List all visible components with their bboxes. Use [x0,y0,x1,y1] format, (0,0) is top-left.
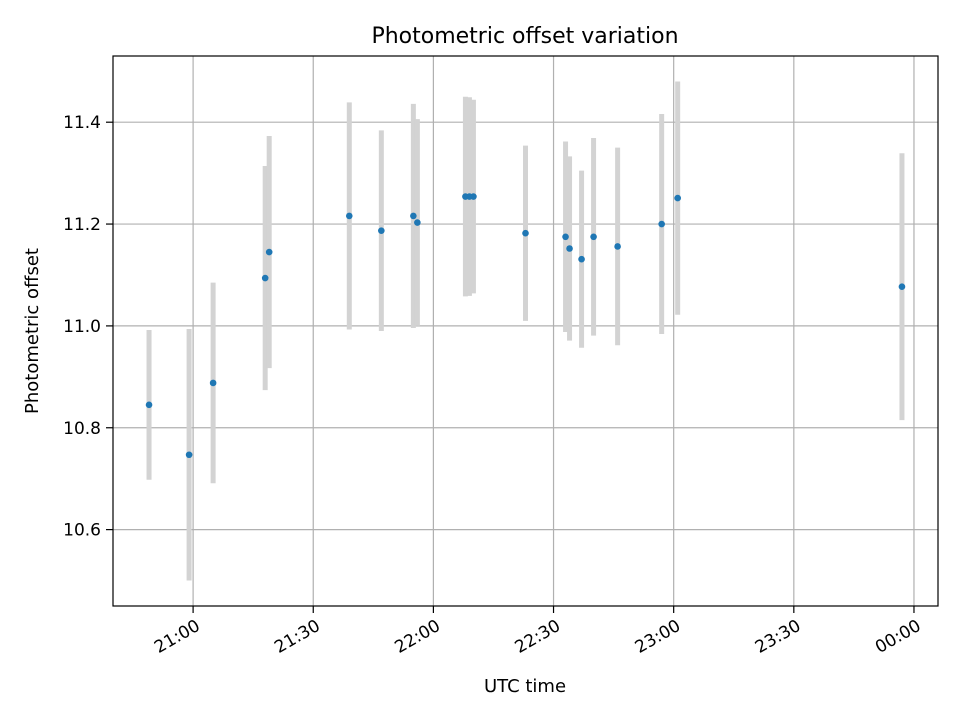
data-point [345,212,353,220]
data-point [566,245,573,252]
data-point [614,243,621,250]
grid-lines [113,56,938,606]
data-point [898,283,906,290]
data-point [522,229,529,237]
data-point [590,233,597,241]
y-tick-label: 11.2 [63,215,101,235]
plot-frame [112,55,939,607]
data-point [658,220,665,228]
data-point [562,233,569,241]
data-point [414,219,421,226]
y-axis-label: Photometric offset [22,248,43,414]
y-axis-ticks: 10.6 10.8 11.0 11.2 11.4 [63,113,113,541]
data-point [145,401,153,409]
data-point [185,451,193,459]
data-point [470,193,477,200]
data-point [674,194,681,202]
data-point [209,379,217,387]
data-point [265,248,273,256]
data-point [378,227,385,234]
data-point [410,212,417,220]
y-tick-label: 10.6 [63,521,101,541]
x-axis-label: UTC time [484,676,566,697]
chart-title: Photometric offset variation [371,24,678,49]
data-point [261,274,269,282]
data-point [578,255,585,263]
data-points [145,193,906,459]
y-tick-label: 11.0 [63,317,101,337]
y-tick-label: 10.8 [63,419,101,439]
y-tick-label: 11.4 [63,113,101,133]
